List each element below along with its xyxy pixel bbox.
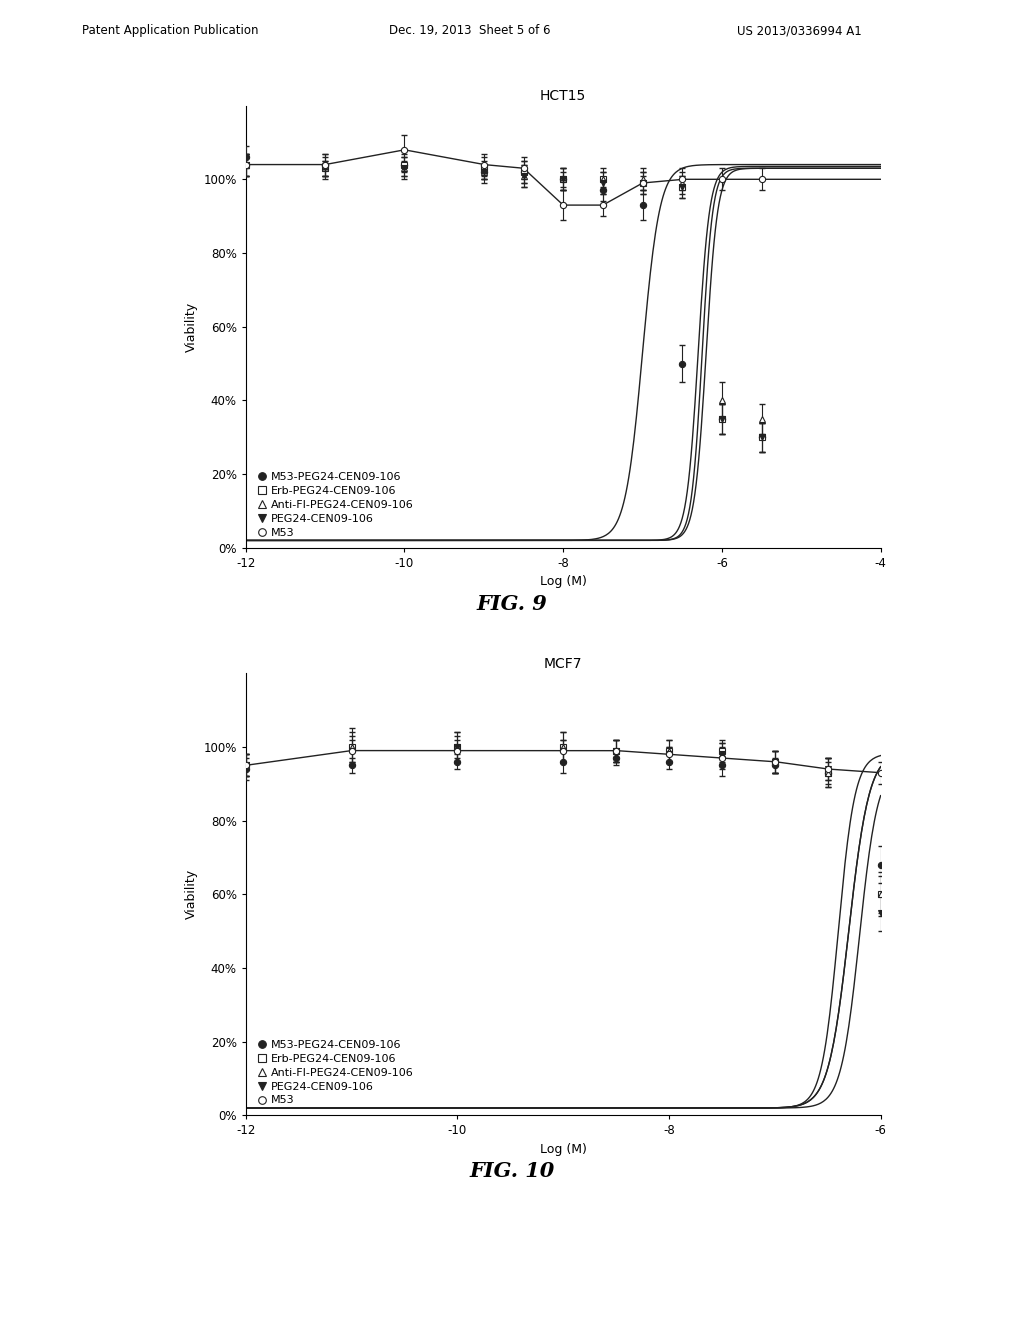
Text: FIG. 10: FIG. 10 [469, 1162, 555, 1181]
Text: Dec. 19, 2013  Sheet 5 of 6: Dec. 19, 2013 Sheet 5 of 6 [389, 24, 551, 37]
Legend: M53-PEG24-CEN09-106, Erb-PEG24-CEN09-106, Anti-FI-PEG24-CEN09-106, PEG24-CEN09-1: M53-PEG24-CEN09-106, Erb-PEG24-CEN09-106… [258, 1040, 414, 1105]
X-axis label: Log (M): Log (M) [540, 576, 587, 589]
Title: MCF7: MCF7 [544, 656, 583, 671]
Title: HCT15: HCT15 [540, 88, 587, 103]
X-axis label: Log (M): Log (M) [540, 1143, 587, 1156]
Y-axis label: Viability: Viability [184, 870, 198, 919]
Y-axis label: Viability: Viability [184, 302, 198, 351]
Text: Patent Application Publication: Patent Application Publication [82, 24, 258, 37]
Legend: M53-PEG24-CEN09-106, Erb-PEG24-CEN09-106, Anti-FI-PEG24-CEN09-106, PEG24-CEN09-1: M53-PEG24-CEN09-106, Erb-PEG24-CEN09-106… [258, 473, 414, 537]
Text: US 2013/0336994 A1: US 2013/0336994 A1 [737, 24, 862, 37]
Text: FIG. 9: FIG. 9 [476, 594, 548, 614]
